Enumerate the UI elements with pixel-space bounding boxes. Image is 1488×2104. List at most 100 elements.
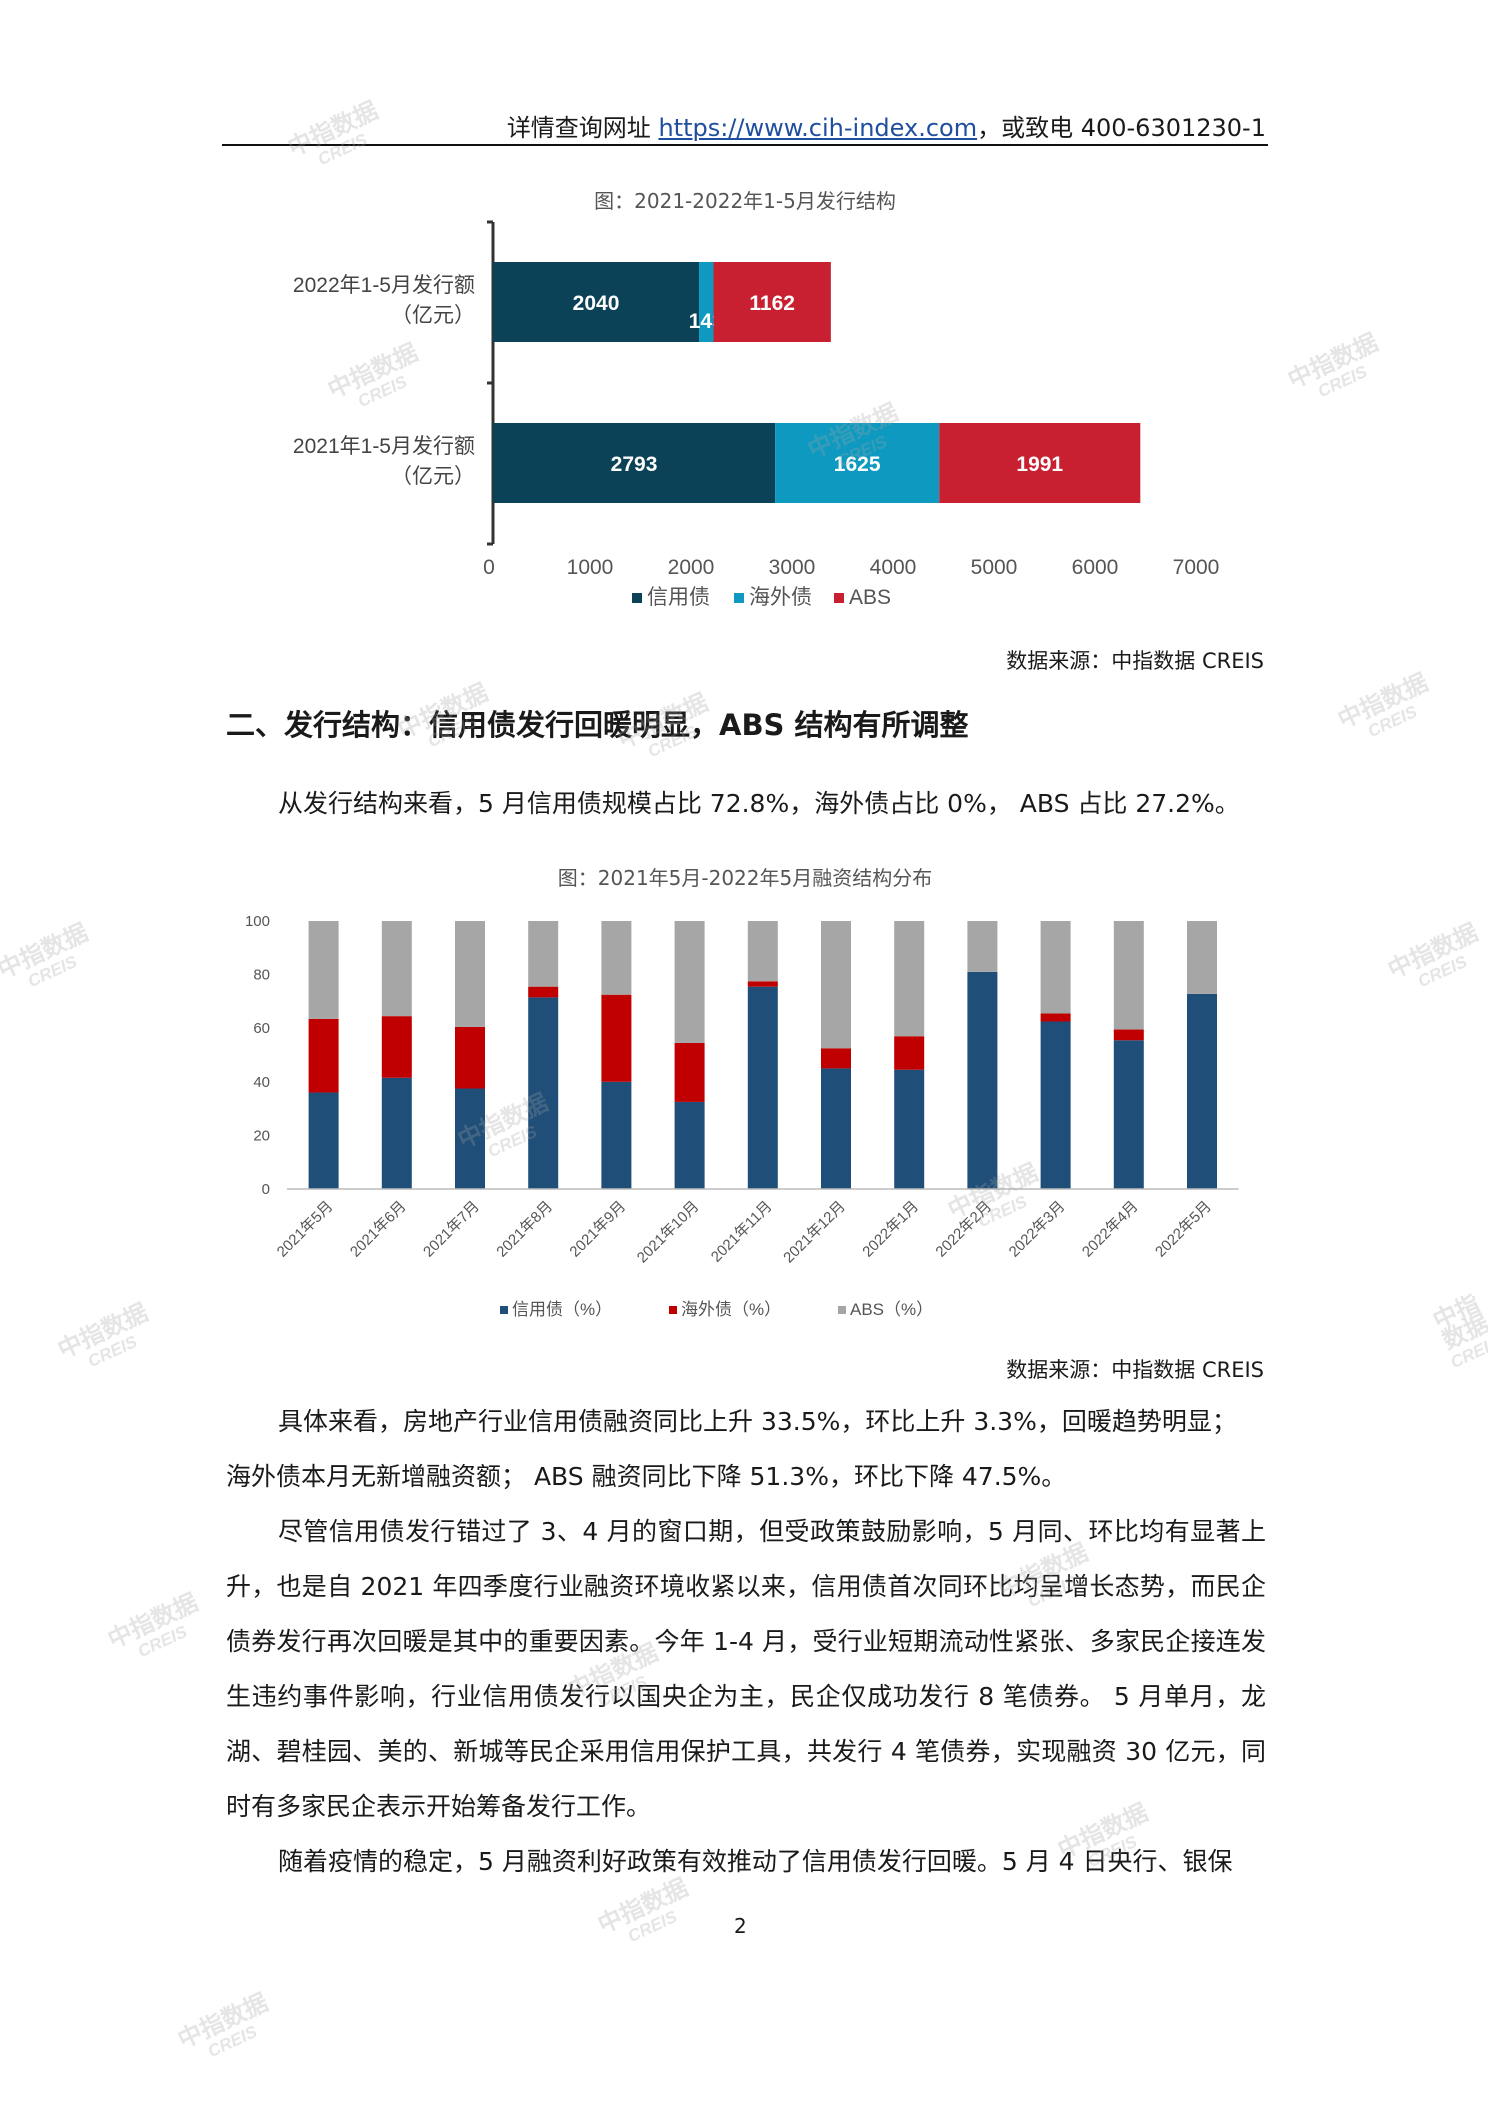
chart2-bar-abs	[528, 921, 559, 987]
watermark-logo: 中指数据 CREIS	[104, 1589, 211, 1672]
chart2-bar-abs	[455, 921, 485, 1027]
chart2-bar-credit	[747, 986, 778, 1189]
chart2-legend-swatch	[838, 1306, 846, 1314]
header-contact: 详情查询网址 https://www.cih-index.com，或致电 400…	[507, 108, 1266, 143]
section-heading: 二、发行结构：信用债发行回暖明显，ABS 结构有所调整	[226, 708, 969, 742]
chart2-x-tick: 2021年7月	[420, 1198, 483, 1261]
chart2-bar-abs	[821, 921, 851, 1049]
chart1-legend-swatch	[834, 593, 844, 603]
chart2-bar-credit	[455, 1088, 485, 1189]
chart1-legend-label: 信用债	[647, 586, 710, 609]
header-url-link[interactable]: https://www.cih-index.com	[658, 114, 978, 142]
watermark-logo: 中指数据 CREIS	[394, 679, 501, 762]
page-number: 2	[734, 1914, 747, 1938]
chart2-legend-label: 海外债（%）	[681, 1300, 781, 1319]
chart1-bar-overseas	[699, 262, 714, 342]
chart2-y-tick: 0	[262, 1181, 270, 1198]
chart2-bar-abs	[308, 921, 339, 1019]
chart2-bar-credit	[308, 1092, 339, 1189]
chart2-bar-credit	[967, 971, 998, 1189]
chart2-bar-overseas	[1113, 1029, 1144, 1041]
chart2-x-tick: 2021年8月	[493, 1198, 556, 1261]
chart2-bar-overseas	[894, 1036, 925, 1070]
watermark-logo: 中指数据 CREIS	[1334, 669, 1441, 752]
chart2-y-tick: 40	[253, 1074, 270, 1091]
chart1-bar-abs	[713, 262, 831, 342]
watermark-logo: 中指数据 CREIS	[0, 919, 101, 1002]
chart1-x-tick: 5000	[971, 556, 1018, 579]
chart1-source: 数据来源：中指数据 CREIS	[1006, 649, 1264, 673]
chart2-bar-abs	[747, 921, 778, 982]
chart1-data-label: 1162	[749, 292, 795, 315]
chart2-bar-overseas	[308, 1018, 339, 1093]
chart1-bar-overseas	[775, 423, 940, 503]
chart2-bar-overseas	[821, 1048, 851, 1069]
watermark-logo: 中指数据 CREIS	[1384, 919, 1488, 1002]
watermark-logo: 中指数据 CREIS	[284, 97, 391, 180]
chart1-x-tick: 7000	[1173, 556, 1220, 579]
chart2-y-tick: 100	[245, 913, 270, 930]
chart2-bar-abs	[1113, 921, 1144, 1030]
chart2-legend-label: 信用债（%）	[512, 1300, 612, 1319]
chart2-bar-abs	[674, 921, 705, 1043]
chart2-bar-credit	[1113, 1040, 1144, 1189]
para-detail: 具体来看，房地产行业信用债融资同比上升 33.5%，环比上升 3.3%，回暖趋势…	[226, 1394, 1266, 1504]
chart2-bar-abs	[1187, 921, 1217, 994]
para-detail-line1: 具体来看，房地产行业信用债融资同比上升 33.5%，环比上升 3.3%，回暖趋势…	[278, 1407, 1237, 1436]
chart1-x-tick: 1000	[567, 556, 614, 579]
chart1-bar-credit	[493, 423, 776, 503]
chart2-bar-credit	[601, 1081, 632, 1189]
chart2-x-tick: 2022年5月	[1152, 1198, 1215, 1261]
chart2-x-tick: 2021年6月	[347, 1198, 410, 1261]
chart2-y-tick: 20	[253, 1127, 270, 1144]
chart2-bar-abs	[1040, 921, 1071, 1014]
watermark-logo: 中指数据 CREIS	[1428, 1290, 1488, 1374]
chart1-data-label: 1991	[1016, 453, 1063, 476]
chart1-title: 图：2021-2022年1-5月发行结构	[594, 189, 896, 213]
chart2-bar-overseas	[1040, 1013, 1071, 1022]
chart2-financing-distribution: 0 20 40 60 80 100 2021年5月 2021年6月 2021年7月 2021年8…	[245, 913, 1239, 1319]
chart2-bar-credit	[894, 1069, 925, 1189]
chart2-title: 图：2021年5月-2022年5月融资结构分布	[557, 866, 933, 890]
para-policy: 随着疫情的稳定，5 月融资利好政策有效推动了信用债发行回暖。5 月 4 日央行、…	[278, 1847, 1233, 1876]
chart2-bar-credit	[674, 1101, 705, 1189]
chart2-bar-overseas	[601, 994, 632, 1082]
chart2-bar-credit	[381, 1077, 412, 1189]
chart2-x-tick: 2021年5月	[274, 1198, 337, 1261]
chart2-bar-overseas	[455, 1026, 485, 1089]
chart1-legend-swatch	[632, 593, 642, 603]
header-suffix: ，或致电 400-6301230-1	[977, 114, 1266, 142]
chart1-x-tick: 6000	[1072, 556, 1119, 579]
chart2-bar-overseas	[528, 986, 559, 998]
chart2-bar-credit	[1187, 993, 1217, 1189]
chart2-bar-credit	[821, 1068, 851, 1189]
chart2-bar-abs	[894, 921, 925, 1037]
chart1-legend-label: ABS	[849, 586, 891, 609]
chart2-bar-overseas	[674, 1042, 705, 1102]
chart2-bar-credit	[528, 997, 559, 1189]
chart2-legend-swatch	[669, 1306, 677, 1314]
chart1-category-label: 2022年1-5月发行额	[293, 274, 475, 297]
chart2-x-tick: 2022年1月	[859, 1198, 922, 1261]
chart2-x-tick: 2021年11月	[708, 1198, 776, 1266]
para-credit-bond: 尽管信用债发行错过了 3、4 月的窗口期，但受政策鼓励影响，5 月同、环比均有显…	[226, 1517, 1266, 1821]
chart2-bar-overseas	[381, 1016, 412, 1078]
chart2-legend-swatch	[500, 1306, 508, 1314]
chart1-x-tick: 4000	[870, 556, 917, 579]
watermark-logo: 中指数据 CREIS	[54, 1299, 161, 1382]
chart1-x-tick: 2000	[668, 556, 715, 579]
chart2-bar-credit	[1040, 1021, 1071, 1189]
chart1-data-label: 2040	[573, 292, 620, 315]
chart1-category-label: （亿元）	[391, 304, 475, 327]
chart1-category-label: （亿元）	[391, 465, 475, 488]
chart2-bar-abs	[601, 921, 632, 995]
chart2-bar-abs	[967, 921, 998, 972]
chart1-category-label: 2021年1-5月发行额	[293, 435, 475, 458]
chart1-data-label: 1625	[834, 453, 881, 476]
chart2-bar-abs	[381, 921, 412, 1017]
chart1-bar-credit	[493, 262, 700, 342]
chart1-data-label: 2793	[611, 453, 658, 476]
chart1-legend-label: 海外债	[749, 586, 812, 609]
chart2-x-tick: 2021年10月	[634, 1198, 703, 1267]
chart2-y-tick: 60	[253, 1020, 270, 1037]
